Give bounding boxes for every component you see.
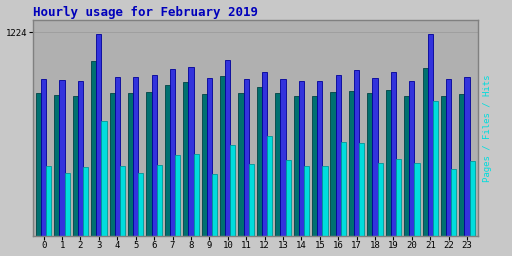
Bar	[78, 81, 83, 236]
Bar	[330, 92, 336, 236]
Bar	[323, 166, 328, 236]
Bar	[367, 93, 372, 236]
Bar	[433, 101, 438, 236]
Bar	[404, 96, 409, 236]
Bar	[312, 96, 317, 236]
Text: Pages / Files / Hits: Pages / Files / Hits	[483, 74, 492, 182]
Bar	[115, 77, 120, 236]
Bar	[396, 158, 401, 236]
Bar	[96, 34, 101, 236]
Bar	[354, 70, 359, 236]
Bar	[188, 67, 194, 236]
Bar	[138, 173, 143, 236]
Bar	[212, 174, 217, 236]
Bar	[91, 61, 96, 236]
Bar	[65, 173, 70, 236]
Bar	[46, 166, 51, 236]
Text: Hourly usage for February 2019: Hourly usage for February 2019	[33, 6, 258, 18]
Bar	[257, 87, 262, 236]
Bar	[207, 78, 212, 236]
Bar	[349, 91, 354, 236]
Bar	[220, 76, 225, 236]
Bar	[101, 121, 106, 236]
Bar	[286, 160, 291, 236]
Bar	[244, 79, 249, 236]
Bar	[83, 167, 88, 236]
Bar	[225, 60, 230, 236]
Bar	[120, 166, 125, 236]
Bar	[446, 79, 451, 236]
Bar	[451, 169, 456, 236]
Bar	[249, 164, 254, 236]
Bar	[133, 77, 138, 236]
Bar	[391, 72, 396, 236]
Bar	[341, 142, 346, 236]
Bar	[304, 166, 309, 236]
Bar	[59, 80, 65, 236]
Bar	[275, 93, 281, 236]
Bar	[194, 154, 199, 236]
Bar	[359, 143, 365, 236]
Bar	[36, 93, 41, 236]
Bar	[470, 161, 475, 236]
Bar	[386, 90, 391, 236]
Bar	[441, 96, 446, 236]
Bar	[422, 68, 428, 236]
Bar	[239, 93, 244, 236]
Bar	[414, 163, 419, 236]
Bar	[281, 79, 286, 236]
Bar	[128, 93, 133, 236]
Bar	[409, 81, 414, 236]
Bar	[464, 77, 470, 236]
Bar	[152, 76, 157, 236]
Bar	[459, 94, 464, 236]
Bar	[336, 74, 341, 236]
Bar	[183, 82, 188, 236]
Bar	[294, 96, 299, 236]
Bar	[267, 136, 272, 236]
Bar	[41, 79, 46, 236]
Bar	[165, 84, 170, 236]
Bar	[110, 93, 115, 236]
Bar	[428, 34, 433, 236]
Bar	[299, 81, 304, 236]
Bar	[73, 96, 78, 236]
Bar	[157, 165, 162, 236]
Bar	[146, 92, 152, 236]
Bar	[202, 94, 207, 236]
Bar	[230, 145, 236, 236]
Bar	[175, 155, 180, 236]
Bar	[372, 78, 378, 236]
Bar	[378, 163, 383, 236]
Bar	[262, 72, 267, 236]
Bar	[54, 95, 59, 236]
Bar	[317, 81, 323, 236]
Bar	[170, 69, 175, 236]
